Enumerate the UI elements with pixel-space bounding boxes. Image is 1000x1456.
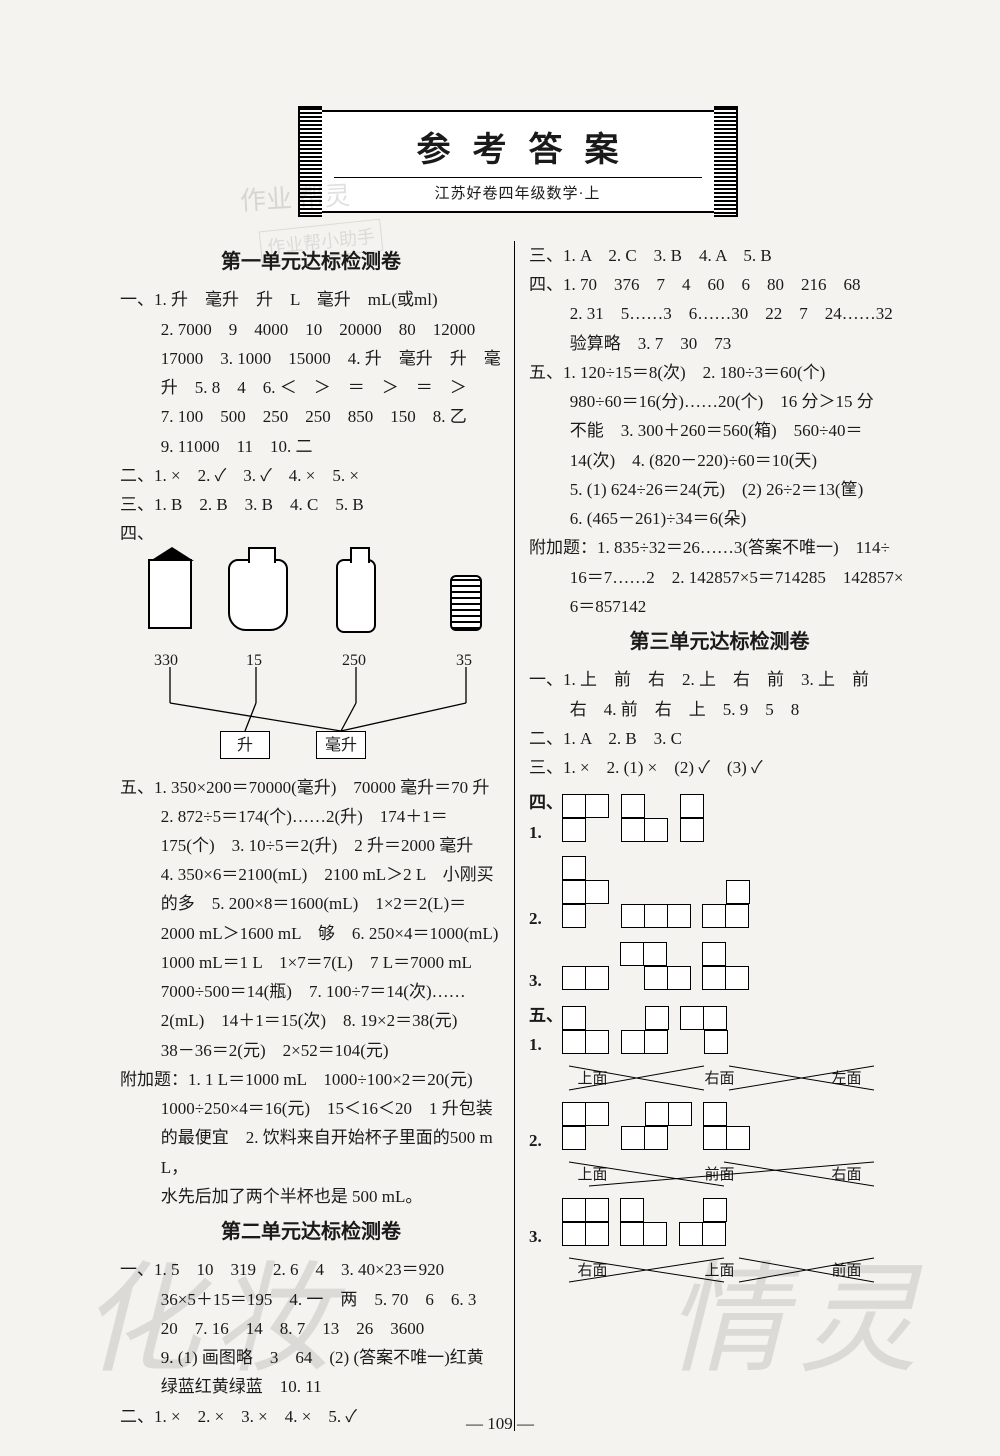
- shape-si2-0: [563, 857, 610, 929]
- shape-wu1-1: [622, 1007, 669, 1055]
- ans-fj-1c: 的最便宜 2. 饮料来自开始杯子里面的500 mL，: [120, 1123, 502, 1181]
- r-san: 三、1. A 2. C 3. B 4. A 5. B: [529, 241, 910, 270]
- ans-1-2b: 17000 3. 1000 15000 4. 升 毫升 升 毫: [120, 344, 502, 373]
- columns: 第一单元达标检测卷 一、1. 升 毫升 升 L 毫升 mL(或ml) 2. 70…: [120, 241, 915, 1431]
- ans-fj-1d: 水先后加了两个半杯也是 500 mL。: [120, 1182, 502, 1211]
- s2-9b: 绿蓝红黄绿蓝 10. 11: [120, 1372, 502, 1401]
- page-number: — 109 —: [0, 1414, 1000, 1434]
- shape-si3-2: [703, 943, 750, 991]
- left-column: 第一单元达标检测卷 一、1. 升 毫升 升 L 毫升 mL(或ml) 2. 70…: [120, 241, 515, 1431]
- r-wu1d: 14(次) 4. (820－220)÷60＝10(天): [529, 446, 910, 475]
- r-si2: 2. 31 5……3 6……30 22 7 24……32: [529, 299, 910, 328]
- ans-fj-1: 附加题：1. 1 L＝1000 mL 1000÷100×2＝20(元): [120, 1065, 502, 1094]
- ans-1-1: 一、1. 升 毫升 升 L 毫升 mL(或ml): [120, 285, 502, 314]
- r-fjb: 16＝7……2 2. 142857×5＝714285 142857×: [529, 563, 910, 592]
- ans-5-6c: 7000÷500＝14(瓶) 7. 100÷7＝14(次)……: [120, 977, 502, 1006]
- shape-si2-2: [703, 881, 750, 929]
- ans-1-7: 7. 100 500 250 250 850 150 8. 乙: [120, 402, 502, 431]
- si1-label: 四、1.: [529, 788, 557, 846]
- si2-label: 2.: [529, 904, 557, 933]
- r-wu5: 5. (1) 624÷26＝24(元) (2) 26÷2＝13(筐): [529, 475, 910, 504]
- s3-1: 一、1. 上 前 右 2. 上 右 前 3. 上 前: [529, 665, 910, 694]
- ans-5-5b: 2000 mL＞1600 mL 够 6. 250×4＝1000(mL): [120, 919, 502, 948]
- shape-wu2-1: [622, 1103, 692, 1151]
- ans-5-2b: 175(个) 3. 10÷5＝2(升) 2 升＝2000 毫升: [120, 831, 502, 860]
- ans-4-label: 四、: [120, 519, 502, 548]
- r-wu1b: 980÷60＝16(分)……20(个) 16 分＞15 分: [529, 387, 910, 416]
- ans-5-6b: 1000 mL＝1 L 1×7＝7(L) 7 L＝7000 mL: [120, 948, 502, 977]
- r-si2b: 验算略 3. 7 30 73: [529, 329, 910, 358]
- s2-1: 一、1. 5 10 319 2. 6 4 3. 40×23＝920: [120, 1255, 502, 1284]
- ans-5-4: 4. 350×6＝2100(mL) 2100 mL＞2 L 小刚买: [120, 860, 502, 889]
- ans-5-8b: 38－36＝2(元) 2×52＝104(元): [120, 1036, 502, 1065]
- shape-wu1-2: [681, 1007, 728, 1055]
- ans-1-9: 9. 11000 11 10. 二: [120, 432, 502, 461]
- shape-wu3-1: [621, 1199, 668, 1247]
- shape-wu2-2: [704, 1103, 751, 1151]
- s2-9: 9. (1) 画图略 3 64 (2) (答案不唯一)红黄: [120, 1343, 502, 1372]
- shape-si1-0: [563, 795, 610, 843]
- wu-row-1: 五、1.: [529, 1001, 910, 1059]
- shape-si3-1: [621, 943, 691, 991]
- r-fj: 附加题：1. 835÷32＝26……3(答案不唯一) 114÷: [529, 533, 910, 562]
- si-row-2: 2.: [529, 853, 910, 933]
- section3-title: 第三单元达标检测卷: [529, 625, 910, 659]
- r-wu1c: 不能 3. 300＋260＝560(箱) 560÷40＝: [529, 416, 910, 445]
- r-wu6: 6. (465－261)÷34＝6(朵): [529, 504, 910, 533]
- ans-1-2c: 升 5. 8 4 6. ＜ ＞ ＝ ＞ ＝ ＞: [120, 373, 502, 402]
- title-banner: 参考答案 江苏好卷四年级数学·上: [318, 110, 718, 213]
- ans-5-1: 五、1. 350×200＝70000(毫升) 70000 毫升＝70 升: [120, 773, 502, 802]
- shape-si1-2: [681, 795, 704, 843]
- wu1-label: 五、1.: [529, 1001, 557, 1059]
- section2-title: 第二单元达标检测卷: [120, 1215, 502, 1249]
- s2-1c: 20 7. 16 14 8. 7 13 26 3600: [120, 1314, 502, 1343]
- s3-er: 二、1. A 2. B 3. C: [529, 724, 910, 753]
- wu-row-2: 2.: [529, 1099, 910, 1155]
- banner-subtitle: 江苏好卷四年级数学·上: [334, 177, 702, 203]
- ans-5-4b: 的多 5. 200×8＝1600(mL) 1×2＝2(L)＝: [120, 889, 502, 918]
- s3-1b: 右 4. 前 右 上 5. 9 5 8: [529, 695, 910, 724]
- si3-label: 3.: [529, 966, 557, 995]
- cross-lines-1: [529, 1063, 924, 1093]
- r-fjc: 6＝857142: [529, 592, 910, 621]
- section1-title: 第一单元达标检测卷: [120, 245, 502, 279]
- shape-wu3-2: [680, 1199, 727, 1247]
- si-row-3: 3.: [529, 939, 910, 995]
- s3-san: 三、1. × 2. (1) × (2) ✓ (3) ✓: [529, 753, 910, 782]
- ans-5-7b: 2(mL) 14＋1＝15(次) 8. 19×2＝38(元): [120, 1006, 502, 1035]
- ans-fj-1b: 1000÷250×4＝16(元) 15＜16＜20 1 升包装: [120, 1094, 502, 1123]
- shape-wu2-0: [563, 1103, 610, 1151]
- ans-2: 二、1. × 2. ✓ 3. ✓ 4. × 5. ×: [120, 461, 502, 490]
- cross-lines-3: [529, 1255, 924, 1285]
- shape-si1-1: [622, 795, 669, 843]
- ans-5-2: 2. 872÷5＝174(个)……2(升) 174＋1＝: [120, 802, 502, 831]
- shape-si3-0: [563, 967, 609, 991]
- grid-diagrams: 四、1. 2. 3. 五、1.: [529, 788, 910, 1284]
- wu2-label: 2.: [529, 1126, 557, 1155]
- s2-1b: 36×5＋15＝195 4. 一 两 5. 70 6 6. 3: [120, 1285, 502, 1314]
- r-si1: 四、1. 70 376 7 4 60 6 80 216 68: [529, 270, 910, 299]
- matching-diagram: 330 15 250 35 升 毫升: [120, 553, 502, 773]
- r-wu1: 五、1. 120÷15＝8(次) 2. 180÷3＝60(个): [529, 358, 910, 387]
- shape-si2-1: [622, 905, 691, 929]
- shape-wu3-0: [563, 1199, 609, 1247]
- page: 参考答案 江苏好卷四年级数学·上 作业 帮灵 作业帮小助手 第一单元达标检测卷 …: [0, 0, 1000, 1456]
- wu3-label: 3.: [529, 1222, 557, 1251]
- right-column: 三、1. A 2. C 3. B 4. A 5. B 四、1. 70 376 7…: [515, 241, 910, 1431]
- cross-lines-2: [529, 1159, 924, 1189]
- wu-row-3: 3.: [529, 1195, 910, 1251]
- ans-1-2: 2. 7000 9 4000 10 20000 80 12000: [120, 315, 502, 344]
- ans-3: 三、1. B 2. B 3. B 4. C 5. B: [120, 490, 502, 519]
- match-lines: [120, 553, 515, 773]
- si-row-1: 四、1.: [529, 788, 910, 846]
- banner-title: 参考答案: [334, 122, 702, 171]
- shape-wu1-0: [563, 1007, 610, 1055]
